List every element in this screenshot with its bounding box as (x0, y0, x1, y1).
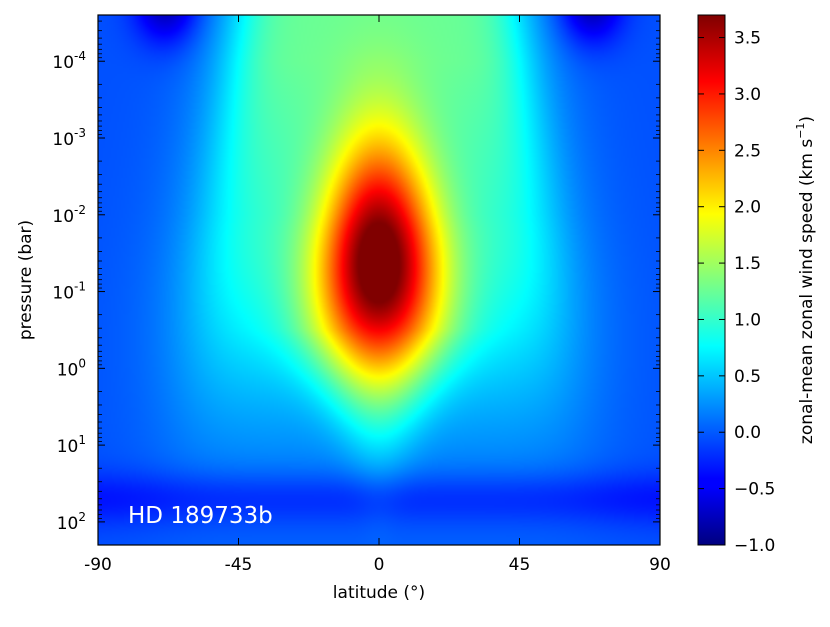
y-tick-base: 10 (52, 53, 74, 73)
colorbar-label-exp: −1 (794, 123, 807, 139)
colorbar-gradient (697, 14, 726, 546)
y-tick-label: 10-4 (52, 49, 86, 73)
y-axis-label: pressure (bar) (16, 220, 36, 340)
colorbar-label: zonal-mean zonal wind speed (km s−1) (794, 116, 817, 444)
colorbar-tick-label: 3.5 (734, 29, 761, 49)
y-tick-base: 10 (52, 207, 74, 227)
y-tick-label: 10-2 (52, 203, 86, 227)
colorbar-tick-label: 1.5 (734, 254, 761, 274)
y-tick-exp: 0 (78, 356, 86, 370)
wind-speed-field (98, 15, 660, 545)
colorbar: −1.0 −0.5 0.0 0.5 1.0 1.5 2.0 2.5 3.0 3.5 zonal-m… (697, 14, 817, 556)
colorbar-label-main: zonal-mean zonal wind speed (km s (797, 139, 817, 444)
colorbar-tick-label: 3.0 (734, 85, 761, 105)
y-tick-label: 10-3 (52, 126, 86, 150)
y-tick-label: 102 (57, 510, 86, 534)
colorbar-tick-label: 0.0 (734, 423, 761, 443)
x-axis-label: latitude (°) (333, 583, 425, 603)
x-tick-label: -45 (225, 555, 253, 575)
y-tick-base: 10 (57, 514, 79, 534)
colorbar-tick-label: −0.5 (734, 480, 775, 500)
colorbar-tick-label: 2.0 (734, 198, 761, 218)
colorbar-label-end: ) (797, 116, 817, 123)
y-tick-exp: -4 (74, 49, 86, 63)
colorbar-tick-label: 1.0 (734, 310, 761, 330)
x-axis: -90 -45 0 45 90 (84, 15, 671, 575)
planet-annotation: HD 189733b (128, 503, 273, 529)
y-tick-exp: 1 (78, 433, 86, 447)
y-tick-exp: -1 (74, 280, 86, 294)
y-tick-label: 10-1 (52, 280, 86, 304)
y-tick-base: 10 (57, 437, 79, 457)
y-tick-base: 10 (52, 284, 74, 304)
x-tick-label: -90 (84, 555, 112, 575)
x-tick-label: 0 (374, 555, 385, 575)
colorbar-tick-label: −1.0 (734, 536, 775, 556)
x-tick-label: 45 (509, 555, 531, 575)
colorbar-tick-label: 0.5 (734, 367, 761, 387)
x-tick-label: 90 (649, 555, 671, 575)
y-tick-label: 100 (57, 356, 86, 380)
y-tick-base: 10 (52, 130, 74, 150)
y-tick-exp: -2 (74, 203, 86, 217)
colorbar-ticks: −1.0 −0.5 0.0 0.5 1.0 1.5 2.0 2.5 3.0 3.5 (698, 29, 775, 556)
y-tick-base: 10 (57, 360, 79, 380)
y-tick-exp: 2 (78, 510, 86, 524)
y-tick-exp: -3 (74, 126, 86, 140)
colorbar-tick-label: 2.5 (734, 141, 761, 161)
y-tick-label: 101 (57, 433, 86, 457)
plot-area (97, 14, 661, 546)
